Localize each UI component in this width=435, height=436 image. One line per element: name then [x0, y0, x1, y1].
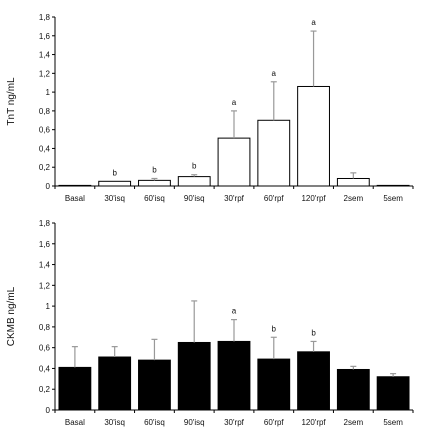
bar-basal: [58, 366, 92, 411]
y-tick-label: 0,4: [39, 364, 51, 373]
bar-120-rpf: [297, 85, 330, 187]
x-tick-label: 60'rpf: [264, 418, 285, 427]
x-tick-label: Basal: [65, 194, 85, 203]
bar-120-rpf: [297, 351, 330, 411]
bar-5sem: [376, 184, 410, 187]
tnt-chart: 0 0,2 0,4 0,6 0,8 1 1,2 1,4 1,6 1,8 TnT ng/mL b b b a a…: [6, 13, 414, 203]
bar-60-rpf: [257, 119, 291, 187]
y-tick-label: 0,2: [39, 163, 51, 172]
significance-label: b: [311, 328, 316, 337]
y-tick-label: 1: [46, 88, 51, 97]
significance-label: a: [232, 307, 237, 316]
y-tick-label: 1,2: [39, 281, 51, 290]
x-tick-label: 30'rpf: [224, 418, 245, 427]
bar-basal: [58, 184, 92, 187]
x-tick-label: 120'rpf: [301, 418, 326, 427]
x-tick-label: 60'isq: [144, 418, 165, 427]
y-tick-label: 0,8: [39, 107, 51, 116]
bar-60-rpf: [257, 358, 291, 411]
x-tick-label: 2sem: [344, 418, 364, 427]
y-tick-label: 0: [46, 182, 51, 191]
bar-2sem: [336, 368, 370, 411]
significance-label: a: [311, 18, 316, 27]
significance-label: a: [232, 98, 237, 107]
x-tick-label: 30'isq: [104, 194, 125, 203]
x-tick-label: 5sem: [383, 194, 403, 203]
bar-2sem: [336, 177, 370, 187]
bar-60-isq: [138, 359, 171, 411]
significance-label: b: [152, 165, 157, 174]
bar-90-isq: [177, 341, 211, 411]
ckmb-chart: 0 0,2 0,4 0,6 0,8 1 1,2 1,4 1,6 1,8 CKMB ng/mL a b b B…: [6, 219, 414, 427]
y-tick-label: 1: [46, 302, 51, 311]
y-tick-label: 1,6: [39, 32, 51, 41]
x-tick-label: 60'rpf: [264, 194, 285, 203]
y-tick-label: 0,4: [39, 144, 51, 153]
x-tick-label: 5sem: [383, 418, 403, 427]
bar-30-rpf: [217, 340, 251, 411]
bar-5sem: [376, 376, 410, 411]
x-tick-label: 120'rpf: [301, 194, 326, 203]
bar-30-isq: [98, 180, 132, 187]
y-tick-label: 0,2: [39, 385, 51, 394]
y-tick-label: 1,4: [39, 51, 51, 60]
y-axis-title: CKMB ng/mL: [6, 286, 17, 346]
y-tick-label: 1,8: [39, 219, 51, 228]
x-tick-label: Basal: [65, 418, 85, 427]
x-tick-label: 60'isq: [144, 194, 165, 203]
x-tick-label: 30'rpf: [224, 194, 245, 203]
y-tick-label: 0,8: [39, 323, 51, 332]
x-tick-label: 90'isq: [184, 194, 205, 203]
y-tick-label: 0: [46, 406, 51, 415]
bar-30-rpf: [217, 137, 251, 187]
bar-60-isq: [138, 179, 171, 187]
significance-label: b: [112, 168, 117, 177]
bar-30-isq: [98, 356, 132, 411]
x-tick-label: 2sem: [344, 194, 364, 203]
x-tick-label: 90'isq: [184, 418, 205, 427]
x-tick-label: 30'isq: [104, 418, 125, 427]
bar-90-isq: [177, 176, 211, 187]
y-tick-label: 1,4: [39, 261, 51, 270]
y-tick-label: 1,2: [39, 69, 51, 78]
y-tick-label: 0,6: [39, 126, 51, 135]
significance-label: a: [272, 69, 277, 78]
y-tick-label: 0,6: [39, 344, 51, 353]
y-tick-label: 1,8: [39, 13, 51, 22]
y-axis-title: TnT ng/mL: [6, 77, 17, 126]
y-tick-label: 1,6: [39, 240, 51, 249]
significance-label: b: [192, 162, 197, 171]
significance-label: b: [272, 324, 277, 333]
